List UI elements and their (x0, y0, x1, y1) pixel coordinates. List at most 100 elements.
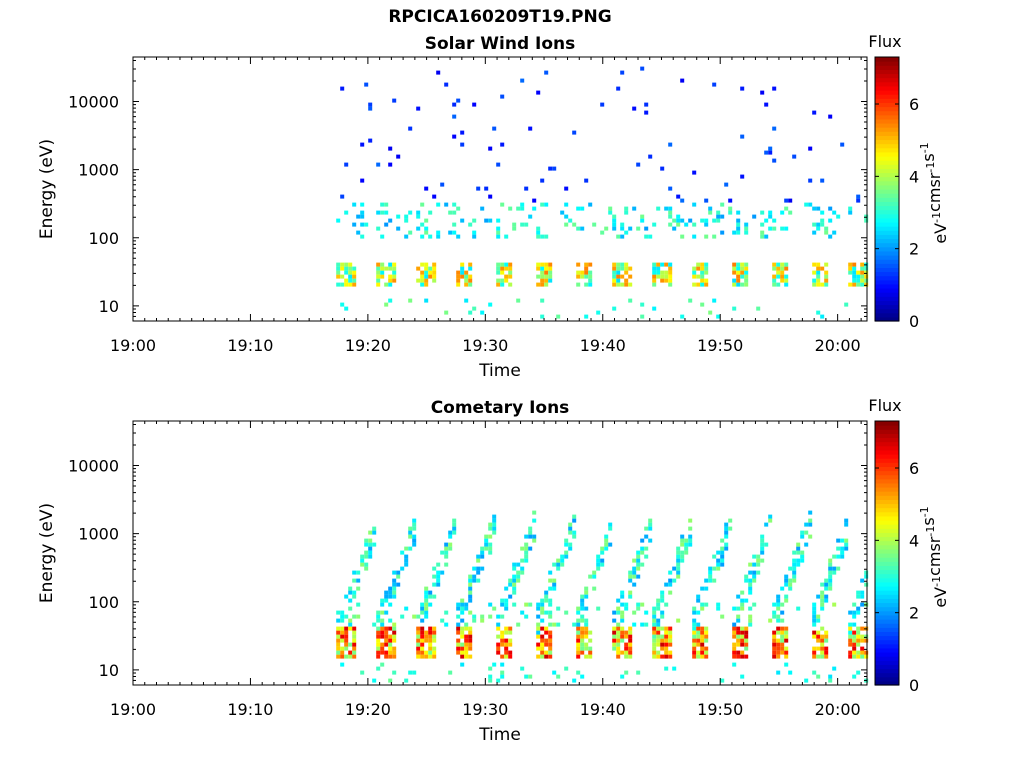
heatmap-cell (632, 558, 637, 563)
heatmap-cell (828, 674, 833, 679)
heatmap-cell (840, 546, 845, 551)
heatmap-cell (692, 170, 697, 175)
heatmap-cell (628, 274, 633, 279)
heatmap-cell (384, 638, 389, 643)
heatmap-cell (668, 262, 673, 267)
heatmap-cell (500, 602, 505, 607)
heatmap-cell (564, 214, 569, 219)
heatmap-cell (416, 614, 421, 619)
heatmap-cell (352, 578, 357, 583)
heatmap-cell (588, 262, 593, 267)
heatmap-cell (768, 226, 773, 231)
heatmap-cell (688, 218, 693, 223)
heatmap-cell (824, 586, 829, 591)
heatmap-cell (544, 278, 549, 283)
heatmap-cell (564, 538, 569, 543)
heatmap-cell (736, 594, 741, 599)
heatmap-cell (460, 270, 465, 275)
heatmap-cell (848, 262, 853, 267)
heatmap-cell (744, 642, 749, 647)
heatmap-cell (852, 270, 857, 275)
heatmap-cell (812, 282, 817, 287)
heatmap-cell (528, 534, 533, 539)
heatmap-cell (424, 630, 429, 635)
heatmap-cell (724, 530, 729, 535)
heatmap-cell (760, 550, 765, 555)
heatmap-cell (468, 586, 473, 591)
colorbar-segment (875, 553, 899, 558)
heatmap-cell (640, 602, 645, 607)
heatmap-cell (384, 210, 389, 215)
colorbar-segment (875, 680, 899, 686)
heatmap-cell (508, 582, 513, 587)
heatmap-cell (776, 594, 781, 599)
heatmap-cell (464, 298, 469, 303)
heatmap-cell (788, 670, 793, 675)
heatmap-cell (616, 650, 621, 655)
heatmap-cell (612, 282, 617, 287)
heatmap-cell (580, 594, 585, 599)
heatmap-cell (544, 594, 549, 599)
heatmap-cell (652, 606, 657, 611)
heatmap-cell (392, 630, 397, 635)
heatmap-cell (468, 630, 473, 635)
heatmap-cell (380, 626, 385, 631)
heatmap-cell (468, 278, 473, 283)
heatmap-cell (692, 618, 697, 623)
heatmap-cell (412, 614, 417, 619)
heatmap-cell (732, 634, 737, 639)
heatmap-cell (736, 262, 741, 267)
heatmap-cell (420, 654, 425, 659)
heatmap-cell (656, 618, 661, 623)
heatmap-cell (564, 202, 569, 207)
colorbar-segment (875, 246, 899, 252)
heatmap-cell (612, 222, 617, 227)
heatmap-cell (392, 98, 397, 103)
heatmap-cell (852, 630, 857, 635)
heatmap-cell (660, 270, 665, 275)
heatmap-cell (436, 70, 441, 75)
heatmap-cell (464, 634, 469, 639)
y-tick-label: 10 (99, 297, 119, 316)
heatmap-cell (784, 578, 789, 583)
heatmap-cell (720, 214, 725, 219)
heatmap-cell (412, 518, 417, 523)
heatmap-cell (620, 274, 625, 279)
heatmap-cell (812, 262, 817, 267)
heatmap-cell (496, 266, 501, 271)
heatmap-cell (704, 222, 709, 227)
heatmap-cell (820, 218, 825, 223)
heatmap-cell (464, 606, 469, 611)
colorbar-segment (875, 511, 899, 517)
heatmap-cell (480, 310, 485, 315)
heatmap-cell (508, 630, 513, 635)
colorbar-label: eV-1cmsr-1s-1 (918, 506, 950, 607)
heatmap-cell (340, 638, 345, 643)
heatmap-cell (824, 646, 829, 651)
heatmap-cell (428, 270, 433, 275)
heatmap-cell (784, 630, 789, 635)
heatmap-cell (500, 630, 505, 635)
heatmap-cell (400, 566, 405, 571)
heatmap-cell (416, 630, 421, 635)
heatmap-cell (780, 610, 785, 615)
heatmap-cell (444, 310, 449, 315)
heatmap-cell (668, 270, 673, 275)
heatmap-cell (352, 222, 357, 227)
heatmap-cell (624, 262, 629, 267)
heatmap-cell (468, 582, 473, 587)
heatmap-cell (488, 550, 493, 555)
heatmap-cell (520, 566, 525, 571)
heatmap-cell (436, 230, 441, 235)
heatmap-cell (552, 586, 557, 591)
heatmap-cell (392, 626, 397, 631)
heatmap-cell (816, 270, 821, 275)
heatmap-cell (468, 310, 473, 315)
heatmap-cell (380, 202, 385, 207)
heatmap-cell (468, 282, 473, 287)
heatmap-cell (752, 214, 757, 219)
heatmap-cell (724, 534, 729, 539)
heatmap-cell (360, 222, 365, 227)
heatmap-cell (528, 674, 533, 679)
heatmap-cell (488, 546, 493, 551)
